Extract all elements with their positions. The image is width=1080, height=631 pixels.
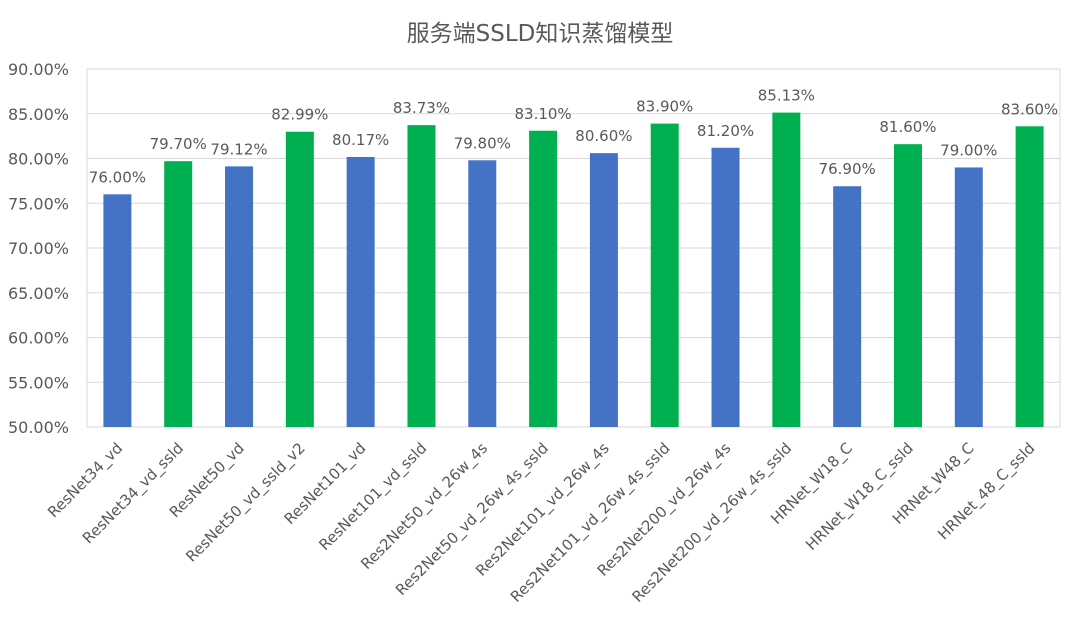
data-labels: 76.00%79.70% 79.12%82.99%80.17%83.73%79.8… [89,87,1058,187]
data-label: 85.13% [758,87,815,105]
data-label: 76.00% [89,168,146,186]
y-tick-label: 50.00% [8,418,69,437]
y-tick-label: 55.00% [8,373,69,392]
bar-ResNet101_vd_ssld [407,125,436,427]
data-label: 79.80% [454,134,511,152]
y-tick-label: 75.00% [8,194,69,213]
data-label: 79.00% [940,141,997,159]
data-label: 76.90% [819,160,876,178]
y-tick-label: 80.00% [8,150,69,169]
bar-Res2Net200_vd_26w_4s [711,147,740,427]
bar-Res2Net200_vd_26w_4s_ssld [772,112,801,428]
x-tick-label: HRNet_W18_C_ssld [802,439,917,554]
data-label: 82.99% [271,106,328,124]
bar-HRNet_48_C_ssld [1015,126,1044,427]
bar-ResNet34_vd_ssld [164,161,193,427]
bar-HRNet_W48_C [954,167,983,427]
y-tick-label: 65.00% [8,284,69,303]
data-label: 80.60% [575,127,632,145]
y-tick-label: 60.00% [8,329,69,348]
chart-title: 服务端SSLD知识蒸馏模型 [406,21,674,47]
bar-Res2Net50_vd_26w_4s_ssld [529,130,558,427]
y-tick-label: 70.00% [8,239,69,258]
x-axis-ticks: ResNet34_vdResNet34_vd_ssldResNet50_vdRe… [44,439,1039,607]
x-tick-label: ResNet50_vd_ssld_v2 [182,439,309,566]
data-label: 79.70% [150,135,207,153]
bar-HRNet_W18_C_ssld [893,144,922,427]
data-label: 80.17% [332,131,389,149]
x-tick-label: ResNet101_vd_ssld [315,439,431,555]
bar-ResNet50_vd [225,166,254,427]
bar-ResNet50_vd_ssld_v2 [285,131,314,427]
bar-HRNet_W18_C [833,186,862,427]
bar-Res2Net101_vd_26w_4s [589,153,618,427]
bars [103,112,1044,428]
x-tick-label: ResNet34_vd_ssld [79,439,188,548]
bar-Res2Net101_vd_26w_4s_ssld [650,123,679,427]
bar-Res2Net50_vd_26w_4s [468,160,497,428]
y-axis-ticks: 50.00% 55.00% 60.00% 65.00% 70.00% 75.00% 80.0… [8,60,69,437]
data-label: 81.60% [879,118,936,136]
data-label: 79.12% [210,140,267,158]
bar-ResNet34_vd [103,194,132,427]
data-label: 83.60% [1001,100,1058,118]
data-label: 81.20% [697,122,754,140]
y-tick-label: 85.00% [8,105,69,124]
data-label: 83.10% [514,105,571,123]
y-tick-label: 90.00% [8,60,69,79]
data-label: 83.90% [636,98,693,116]
bar-ResNet101_vd [346,156,375,427]
data-label: 83.73% [393,99,450,117]
